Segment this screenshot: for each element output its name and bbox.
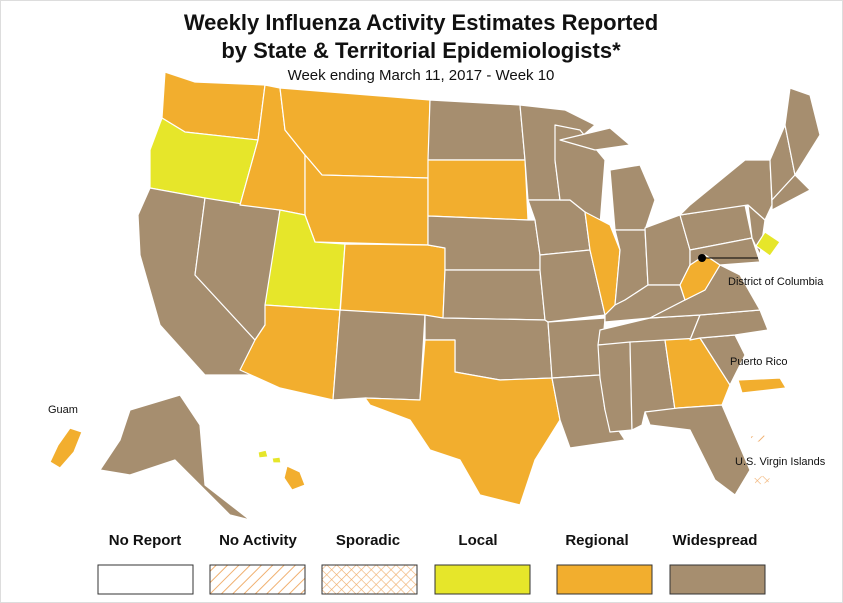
- legend-swatch: [209, 564, 306, 595]
- region: [332, 309, 426, 401]
- region: [49, 427, 83, 469]
- region: [737, 377, 787, 394]
- region: [547, 317, 606, 379]
- region: [427, 99, 526, 161]
- states: [49, 71, 821, 521]
- region: [679, 159, 773, 221]
- territory-label: Puerto Rico: [730, 356, 787, 368]
- territory-label: U.S. Virgin Islands: [735, 456, 826, 468]
- region: [364, 339, 561, 506]
- legend: No Report No Activity Sporadic Local Regiona…: [97, 532, 766, 595]
- region: [427, 215, 541, 271]
- region: [609, 164, 656, 231]
- region: [771, 174, 811, 211]
- region: [784, 87, 821, 176]
- region: [339, 243, 446, 319]
- legend-label: No Activity: [219, 532, 297, 549]
- region: [751, 473, 773, 487]
- legend-swatch: [556, 564, 653, 595]
- legend-swatch: [321, 564, 418, 595]
- region: [604, 284, 686, 323]
- territory-label: Guam: [48, 404, 78, 416]
- region: [99, 394, 251, 521]
- region: [442, 269, 546, 321]
- dc-dot: [698, 254, 706, 262]
- legend-label: Regional: [565, 532, 628, 549]
- subtitle: Week ending March 11, 2017 - Week 10: [288, 67, 555, 84]
- region: [427, 159, 529, 221]
- legend-swatch: [97, 564, 194, 595]
- region: [749, 433, 769, 444]
- legend-label: Local: [458, 532, 497, 549]
- region: [271, 456, 282, 464]
- legend-label: Widespread: [673, 532, 758, 549]
- title: by State & Territorial Epidemiologists*: [221, 38, 621, 63]
- region: [644, 404, 751, 496]
- territory-label: District of Columbia: [728, 276, 824, 288]
- region: [559, 127, 631, 151]
- region: [283, 465, 306, 491]
- title: Weekly Influenza Activity Estimates Repo…: [184, 10, 658, 35]
- legend-swatch: [669, 564, 766, 595]
- region: [755, 231, 781, 257]
- region: [257, 449, 269, 459]
- legend-swatch: [434, 564, 531, 595]
- legend-label: Sporadic: [336, 532, 400, 549]
- legend-label: No Report: [109, 532, 182, 549]
